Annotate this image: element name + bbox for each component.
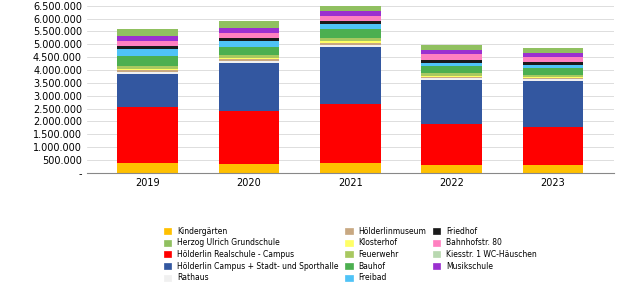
Bar	[219, 164, 280, 173]
Bar	[117, 49, 178, 56]
Bar	[219, 111, 280, 164]
Bar	[320, 163, 381, 173]
Bar	[117, 72, 178, 74]
Bar	[117, 74, 178, 107]
Bar	[320, 105, 381, 163]
Bar	[117, 69, 178, 70]
Bar	[320, 45, 381, 48]
Bar	[219, 38, 280, 41]
Bar	[523, 62, 583, 65]
Bar	[117, 163, 178, 173]
Bar	[421, 60, 482, 63]
Bar	[219, 33, 280, 38]
Bar	[421, 63, 482, 66]
Bar	[320, 16, 381, 21]
Bar	[320, 11, 381, 16]
Bar	[117, 56, 178, 66]
Bar	[523, 165, 583, 173]
Bar	[117, 66, 178, 69]
Bar	[117, 46, 178, 49]
Bar	[219, 59, 280, 61]
Bar	[117, 29, 178, 36]
Bar	[421, 45, 482, 50]
Bar	[219, 56, 280, 58]
Bar	[523, 78, 583, 79]
Bar	[117, 70, 178, 72]
Bar	[320, 29, 381, 38]
Bar	[219, 20, 280, 28]
Bar	[219, 48, 280, 56]
Bar	[320, 4, 381, 11]
Bar	[523, 48, 583, 53]
Bar	[320, 43, 381, 45]
Bar	[523, 57, 583, 62]
Bar	[320, 41, 381, 43]
Bar	[421, 165, 482, 173]
Bar	[117, 41, 178, 46]
Bar	[523, 53, 583, 57]
Bar	[421, 54, 482, 60]
Bar	[421, 77, 482, 78]
Bar	[421, 79, 482, 124]
Bar	[320, 24, 381, 29]
Bar	[523, 65, 583, 68]
Bar	[219, 58, 280, 59]
Bar	[421, 78, 482, 79]
Bar	[523, 81, 583, 127]
Bar	[219, 63, 280, 111]
Bar	[117, 107, 178, 163]
Bar	[320, 48, 381, 105]
Bar	[421, 76, 482, 77]
Bar	[421, 124, 482, 165]
Bar	[219, 41, 280, 48]
Bar	[523, 127, 583, 165]
Bar	[523, 68, 583, 75]
Bar	[523, 77, 583, 78]
Bar	[523, 75, 583, 77]
Bar	[523, 79, 583, 81]
Legend: Kindergärten, Herzog Ulrich Grundschule, Hölderlin Realschule - Campus, Hölderli: Kindergärten, Herzog Ulrich Grundschule,…	[164, 227, 537, 283]
Bar	[219, 28, 280, 33]
Bar	[421, 50, 482, 54]
Bar	[117, 36, 178, 41]
Bar	[421, 66, 482, 73]
Bar	[320, 21, 381, 24]
Bar	[219, 61, 280, 63]
Bar	[421, 73, 482, 76]
Bar	[320, 38, 381, 41]
